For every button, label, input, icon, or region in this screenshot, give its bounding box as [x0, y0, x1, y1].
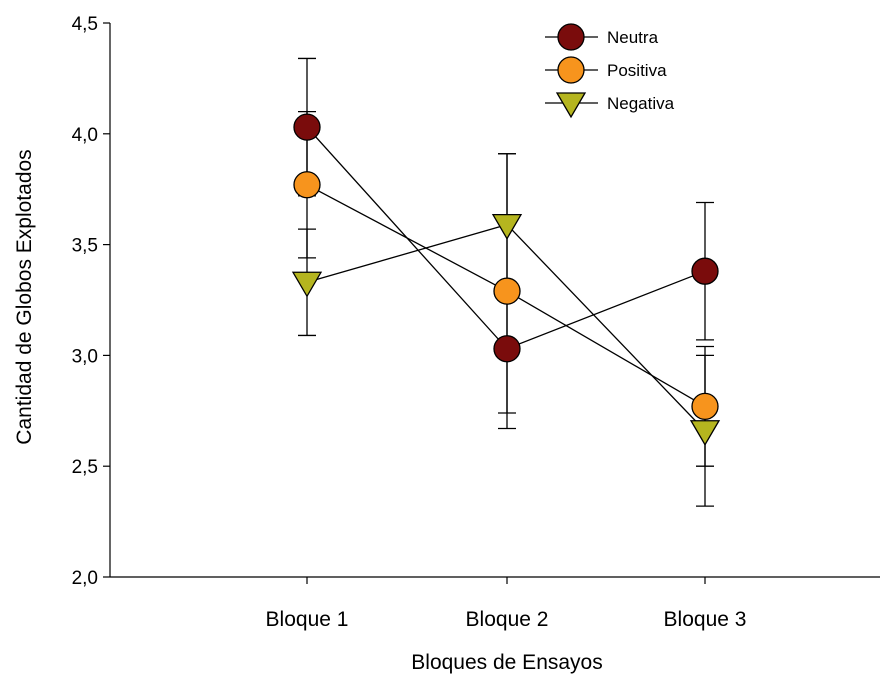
series-layer	[291, 57, 721, 507]
y-ticks: 2,0 2,5 3,0 3,5 4,0 4,5	[72, 14, 110, 589]
data-point-neutra	[493, 335, 521, 363]
legend-marker-negativa	[555, 92, 587, 119]
x-tick-label: Bloque 1	[266, 608, 349, 631]
data-point-positiva	[493, 277, 521, 305]
legend-label-negativa: Negativa	[607, 94, 675, 113]
y-tick-label: 2,5	[72, 457, 98, 478]
legend-item-neutra: Neutra	[545, 23, 659, 51]
y-tick-label: 4,5	[72, 14, 98, 35]
data-point-positiva	[691, 392, 719, 421]
x-tick-label: Bloque 2	[466, 608, 549, 631]
y-axis-label: Cantidad de Globos Explotados	[13, 149, 36, 444]
data-point-negativa	[689, 420, 721, 447]
legend-item-positiva: Positiva	[545, 56, 667, 84]
x-ticks: Bloque 1 Bloque 2 Bloque 3	[266, 577, 747, 631]
legend-item-negativa: Negativa	[545, 92, 675, 119]
series-line-negativa	[306, 223, 706, 432]
y-tick-label: 2,0	[72, 568, 98, 589]
legend: Neutra Positiva Negativa	[545, 23, 675, 119]
x-axis-label: Bloques de Ensayos	[411, 651, 602, 674]
x-tick-label: Bloque 3	[664, 608, 747, 631]
axes	[109, 23, 880, 578]
legend-label-neutra: Neutra	[607, 28, 659, 47]
data-point-neutra	[293, 113, 321, 141]
legend-marker-positiva	[557, 56, 585, 84]
y-tick-label: 4,0	[72, 125, 98, 146]
data-point-negativa	[491, 214, 523, 240]
y-tick-label: 3,5	[72, 236, 98, 257]
data-point-neutra	[691, 257, 719, 285]
y-tick-label: 3,0	[72, 346, 98, 367]
data-point-positiva	[293, 171, 321, 199]
data-point-negativa	[291, 271, 323, 298]
legend-label-positiva: Positiva	[607, 61, 667, 80]
legend-marker-neutra	[557, 23, 585, 51]
